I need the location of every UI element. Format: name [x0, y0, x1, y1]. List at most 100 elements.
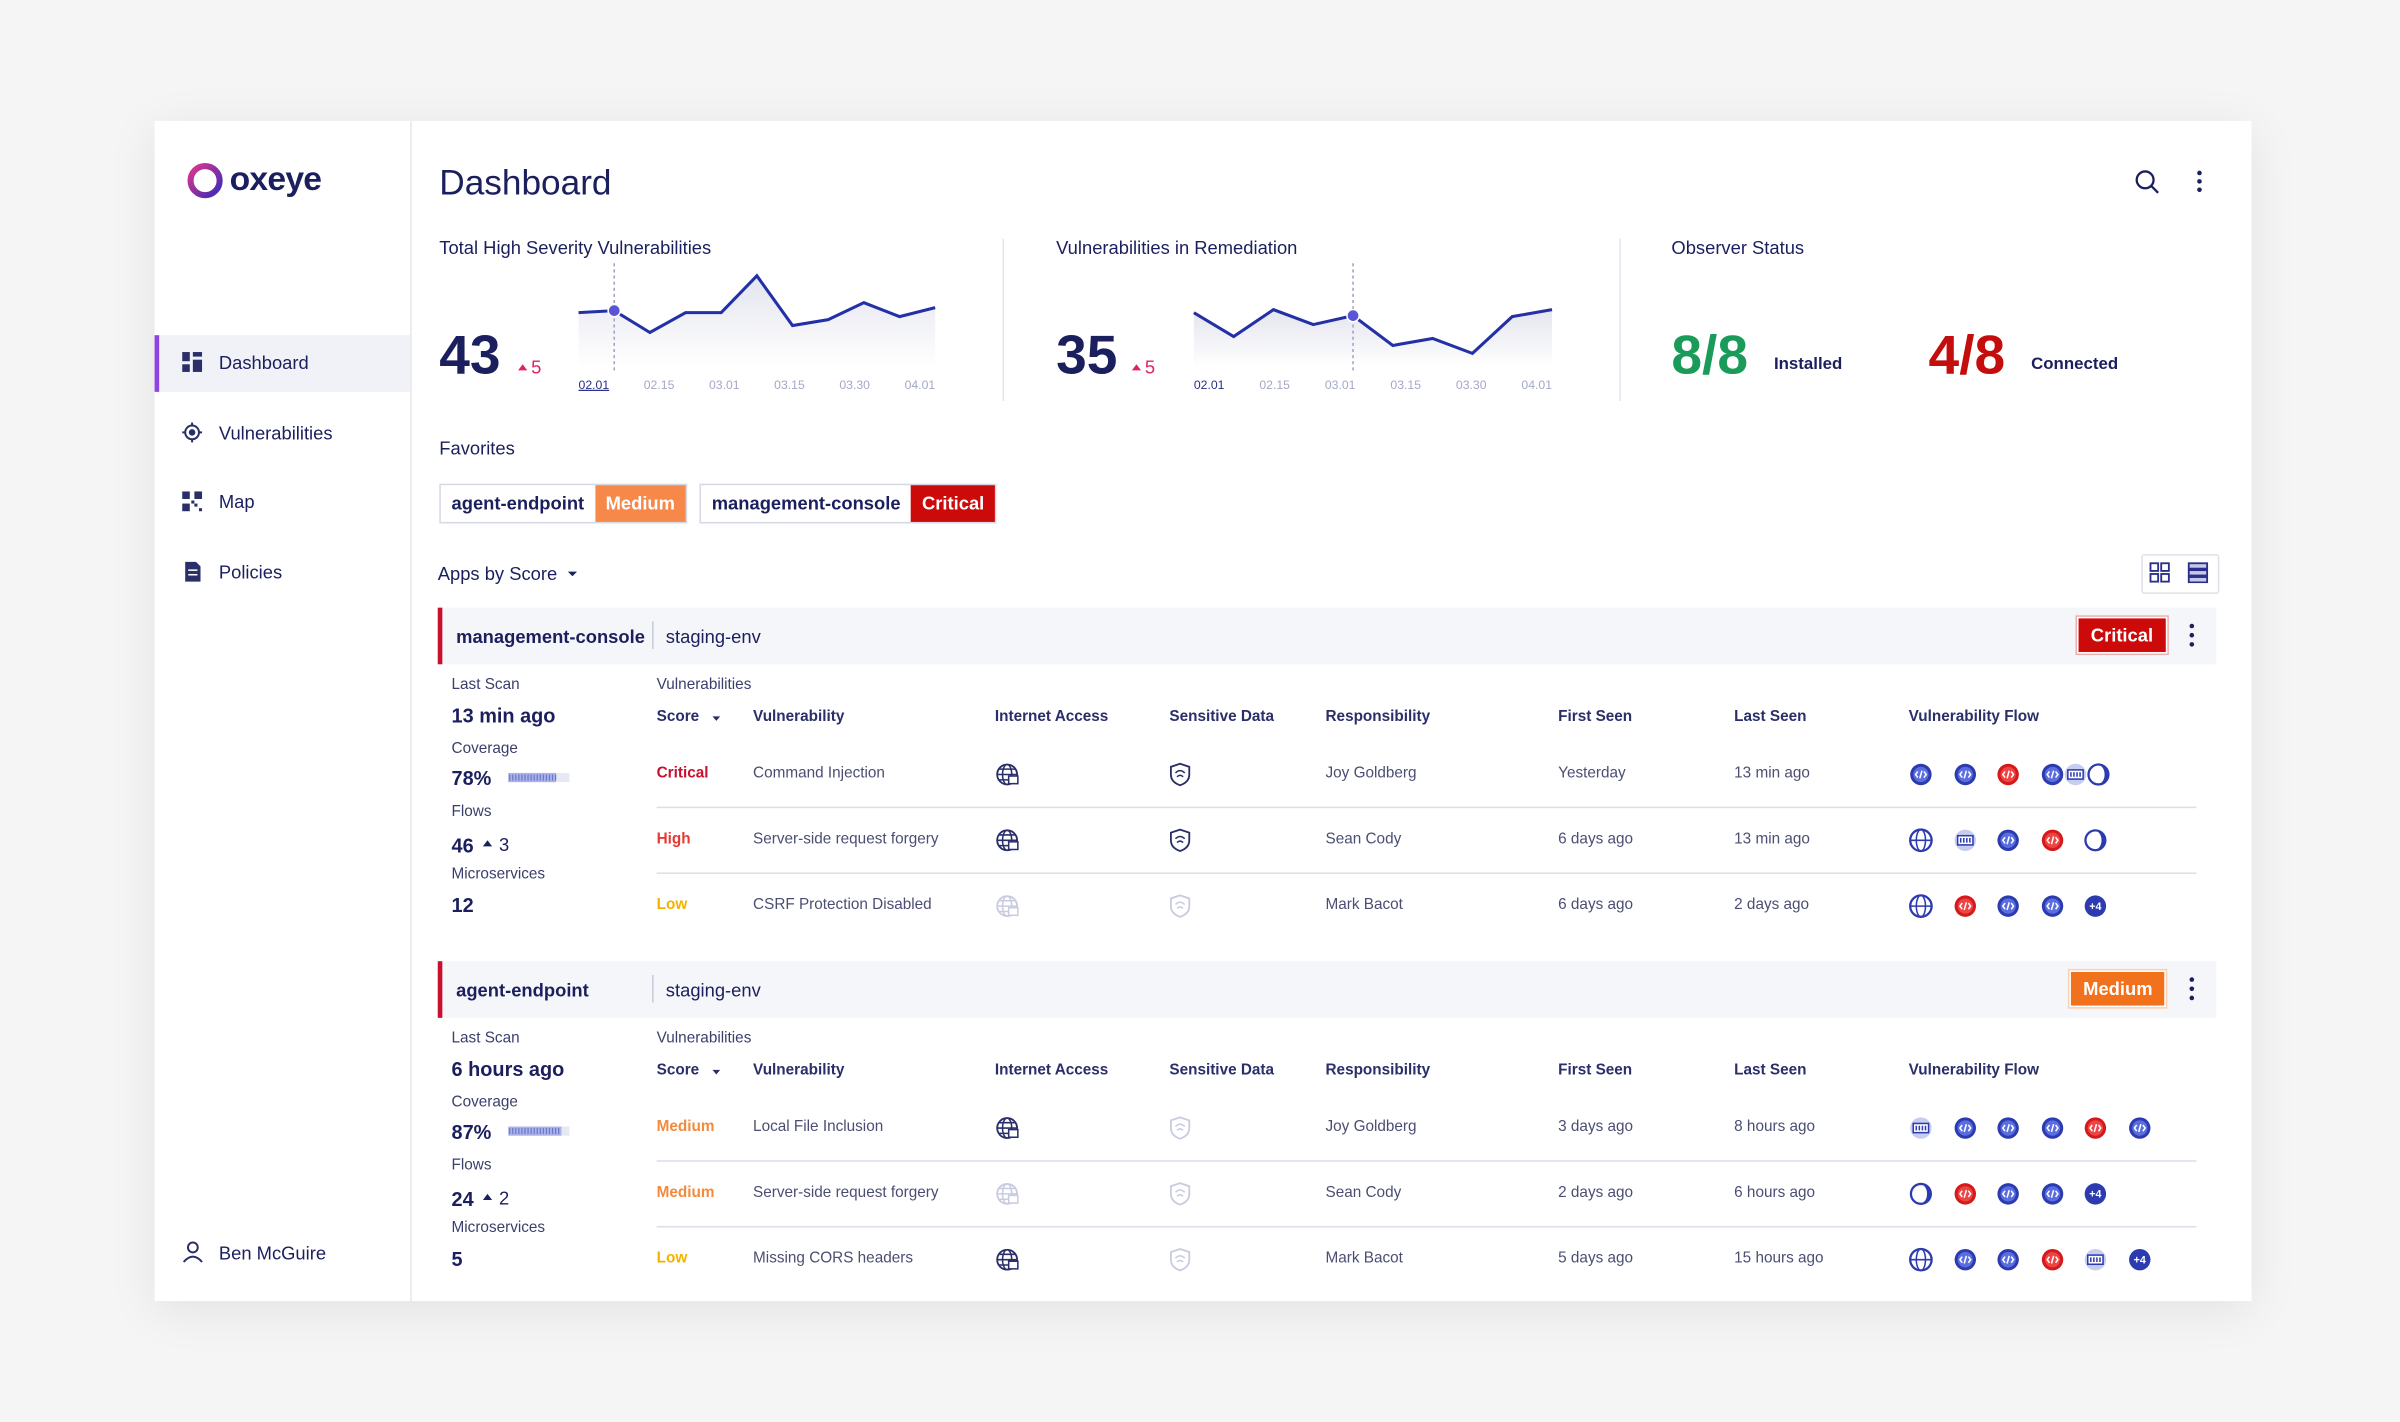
flow-icon — [1910, 1117, 1932, 1139]
app-env: staging-env — [665, 626, 761, 648]
microservices-label: Microservices — [451, 1219, 546, 1237]
sensitive-data-icon — [1169, 828, 1191, 852]
icon-part — [1174, 901, 1186, 909]
coverage-bar — [508, 772, 570, 783]
apps-title[interactable]: Apps by Score — [437, 563, 558, 585]
dot — [2197, 187, 2202, 193]
icon-part — [2046, 1124, 2059, 1133]
column-header: Vulnerability Flow — [1908, 1062, 2040, 1080]
nav-label: Policies — [218, 561, 283, 584]
microservices-label: Microservices — [451, 866, 546, 884]
column-header: Internet Access — [994, 1062, 1109, 1080]
stat-title: Total High Severity Vulnerabilities — [439, 237, 712, 259]
favorite-chip[interactable]: management-console Critical — [699, 483, 997, 524]
favorites-title: Favorites — [439, 437, 515, 460]
flows-delta: 2 — [498, 1187, 510, 1210]
cell-responsibility: Sean Cody — [1325, 1184, 1402, 1202]
app-menu-button[interactable] — [2184, 621, 2199, 649]
flows: 46 — [451, 834, 474, 858]
icon-part — [182, 421, 203, 442]
flow-icon — [2087, 763, 2110, 786]
icon-part — [191, 501, 195, 505]
more-button[interactable] — [2192, 168, 2207, 196]
icon-part — [1169, 1248, 1191, 1272]
search-button[interactable] — [2134, 168, 2162, 196]
microservices: 5 — [451, 1247, 463, 1271]
icon-part — [1909, 1182, 1932, 1205]
coverage-fill — [508, 1126, 562, 1136]
app-menu-button[interactable] — [2184, 975, 2199, 1003]
column-header[interactable]: Score — [656, 1062, 700, 1080]
cell-score: Medium — [656, 1118, 715, 1136]
icon-part — [2086, 1254, 2104, 1266]
cell-first-seen: 3 days ago — [1558, 1118, 1634, 1136]
x-axis-label: 03.30 — [839, 378, 870, 392]
icon-part — [182, 352, 190, 362]
flow-icon — [1997, 895, 2019, 917]
icon-part — [2046, 1189, 2059, 1198]
divider — [1002, 238, 1005, 402]
icon-part — [188, 569, 198, 572]
nav-label: Vulnerabilities — [218, 421, 333, 444]
cell-first-seen: 5 days ago — [1558, 1250, 1634, 1268]
x-axis-label: 03.30 — [1456, 378, 1487, 392]
flow-more: +4 — [2084, 1183, 2107, 1205]
icon-part — [2149, 573, 2160, 583]
app-env: staging-env — [665, 979, 761, 1002]
icon-part — [1007, 1128, 1019, 1139]
favorite-chip[interactable]: agent-endpoint Medium — [439, 483, 688, 524]
nav-item[interactable]: Vulnerabilities — [155, 405, 411, 462]
cell-first-seen: 6 days ago — [1558, 896, 1634, 914]
icon-part — [2098, 765, 2108, 784]
icon-part — [2001, 902, 2015, 911]
icon-part — [1174, 1189, 1186, 1197]
icon-part — [2046, 770, 2059, 779]
cell-responsibility: Sean Cody — [1325, 831, 1402, 848]
cell-vulnerability: Local File Inclusion — [753, 1118, 884, 1136]
flow-icon — [1954, 1183, 1977, 1205]
cell-last-seen: 6 hours ago — [1734, 1184, 1816, 1202]
stat-delta: 5 — [1144, 356, 1156, 379]
flow-more: +4 — [2129, 1248, 2151, 1271]
x-axis-label: 02.01 — [1194, 378, 1225, 392]
icon-part — [2095, 831, 2105, 850]
dropdown-caret[interactable] — [566, 569, 578, 578]
nav-item[interactable]: Map — [155, 475, 411, 532]
flow-icon — [1954, 895, 1977, 917]
sensitive-data-icon — [1169, 1182, 1191, 1206]
list-view-button[interactable] — [2187, 562, 2209, 584]
icon-part — [2001, 1189, 2015, 1198]
icon-part — [182, 1255, 203, 1263]
flow-icon — [2041, 1117, 2064, 1139]
search-icon — [2150, 185, 2159, 194]
icon-part — [185, 561, 201, 582]
icon-part — [2149, 562, 2160, 572]
icon-part — [192, 352, 203, 357]
flow-icon — [2041, 763, 2064, 786]
column-header: Vulnerability — [753, 708, 845, 726]
icon-part — [2087, 763, 2110, 786]
icon-part — [1174, 1123, 1186, 1131]
favorite-name: agent-endpoint — [451, 492, 585, 515]
cell-vulnerability: Command Injection — [753, 765, 885, 783]
delta-arrow — [518, 364, 528, 371]
icon-part — [1915, 1125, 1927, 1131]
icon-part — [2187, 562, 2209, 570]
column-header: Responsibility — [1325, 1062, 1431, 1080]
nav-item[interactable]: Policies — [155, 545, 411, 602]
icon-part — [1912, 1122, 1930, 1134]
nav-icon — [182, 352, 203, 372]
column-header[interactable]: Score — [656, 708, 700, 726]
column-header: Internet Access — [994, 708, 1109, 726]
icon-part — [182, 504, 190, 512]
favorite-severity: Medium — [594, 485, 686, 522]
icon-part — [182, 352, 203, 372]
nav-item[interactable]: Dashboard — [154, 335, 411, 392]
user-name[interactable]: Ben McGuire — [218, 1242, 327, 1265]
sidebar — [155, 120, 412, 1302]
flow-icon — [1910, 763, 1932, 786]
grid-view-button[interactable] — [2149, 562, 2170, 583]
column-header: Vulnerability — [753, 1062, 845, 1080]
icon-part — [2046, 836, 2059, 845]
flow-icon — [2084, 829, 2107, 852]
